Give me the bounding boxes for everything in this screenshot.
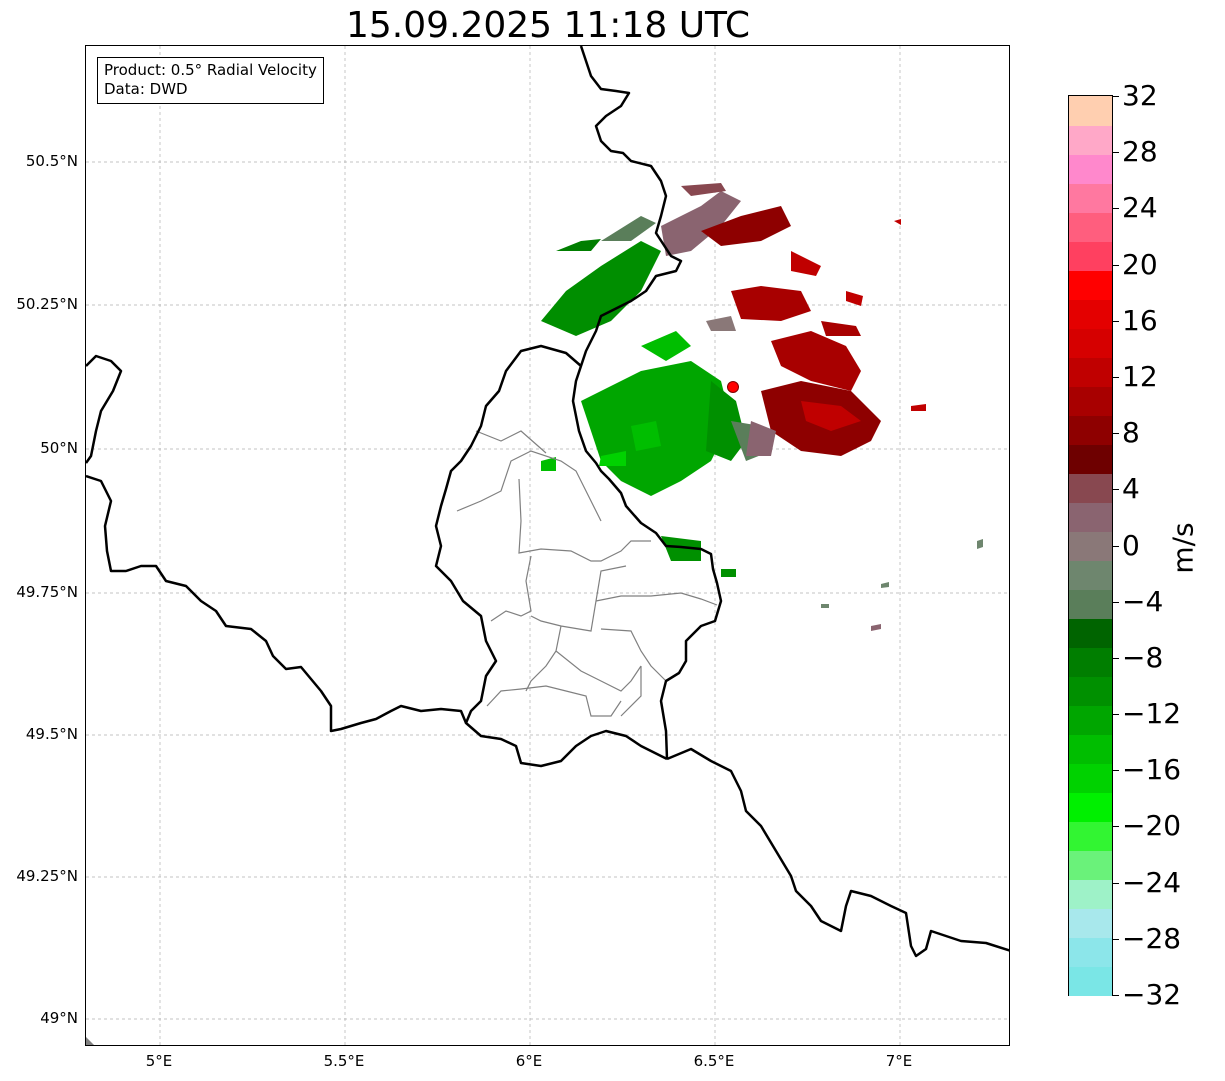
colorbar-tick-label: −8 [1122,640,1164,674]
x-tick-label: 6.5°E [693,1052,735,1070]
colorbar-segment [1069,676,1112,706]
colorbar-tick-label: 16 [1122,303,1158,337]
colorbar-segment [1069,589,1112,619]
colorbar-tick-label: 32 [1122,79,1158,112]
colorbar-tick-mark [1112,882,1119,884]
y-tick-label: 49.75°N [16,583,78,601]
colorbar-segment [1069,241,1112,271]
outbound-velocity-echoes [661,183,983,631]
colorbar-tick-label: 0 [1122,528,1140,562]
colorbar-segment [1069,386,1112,416]
colorbar-segment [1069,647,1112,677]
colorbar-segment [1069,357,1112,387]
colorbar-segment [1069,212,1112,242]
colorbar-segment [1069,125,1112,155]
colorbar-tick-mark [1112,376,1119,378]
colorbar-segment [1069,705,1112,735]
colorbar-tick-label: 24 [1122,191,1158,225]
colorbar-segment [1069,444,1112,474]
data-source-label: Data: DWD [104,80,188,98]
colorbar-tick-mark [1112,152,1119,154]
colorbar-segment [1069,560,1112,590]
colorbar-segment [1069,618,1112,648]
colorbar-tick-mark [1112,545,1119,547]
colorbar-segment [1069,531,1112,561]
colorbar-tick-mark [1112,714,1119,716]
y-tick-label: 50.5°N [25,152,78,170]
colorbar-segment [1069,96,1112,126]
colorbar-tick-label: −32 [1122,978,1182,1011]
colorbar-tick-mark [1112,995,1119,996]
colorbar-segment [1069,850,1112,880]
colorbar-tick-mark [1112,433,1119,435]
y-tick-label: 49.5°N [25,725,78,743]
colorbar-segment [1069,763,1112,793]
colorbar-segment [1069,792,1112,822]
colorbar-segment [1069,154,1112,184]
colorbar-tick-mark [1112,657,1119,659]
colorbar-tick-mark [1112,320,1119,322]
colorbar-tick-mark [1112,264,1119,266]
product-info-box: Product: 0.5° Radial Velocity Data: DWD [97,57,324,104]
colorbar-tick-label: 20 [1122,247,1158,281]
colorbar-segment [1069,473,1112,503]
x-tick-label: 7°E [885,1052,913,1070]
colorbar-tick-mark [1112,208,1119,210]
colorbar-segment [1069,183,1112,213]
gridlines [86,46,1009,1045]
colorbar-segment [1069,502,1112,532]
colorbar-tick-mark [1112,826,1119,828]
colorbar-segment [1069,270,1112,300]
velocity-colorbar [1068,95,1113,996]
radar-map[interactable] [85,45,1010,1046]
colorbar-segment [1069,734,1112,764]
radar-site-marker [727,381,739,393]
colorbar-segment [1069,821,1112,851]
colorbar-segment [1069,966,1112,996]
x-tick-label: 6°E [515,1052,543,1070]
radar-echoes [541,183,983,631]
colorbar-tick-label: −24 [1122,865,1182,899]
product-label: Product: 0.5° Radial Velocity [104,61,317,79]
colorbar-tick-label: −20 [1122,809,1182,843]
y-tick-label: 49°N [40,1009,78,1027]
map-title: 15.09.2025 11:18 UTC [345,5,751,46]
colorbar-unit-label: m/s [1166,522,1200,574]
colorbar-tick-mark [1112,770,1119,772]
district-boundaries [456,430,718,717]
inbound-velocity-echoes [541,216,771,577]
colorbar-tick-mark [1112,601,1119,603]
colorbar-segment [1069,879,1112,909]
y-tick-label: 50.25°N [16,295,78,313]
y-tick-label: 50°N [40,439,78,457]
colorbar-segment [1069,937,1112,967]
colorbar-tick-label: 28 [1122,135,1158,169]
country-borders [86,46,1009,958]
colorbar-segment [1069,908,1112,938]
y-tick-label: 49.25°N [16,867,78,885]
colorbar-tick-label: −4 [1122,584,1164,618]
colorbar-tick-label: 4 [1122,472,1140,506]
x-tick-label: 5.5°E [323,1052,365,1070]
colorbar-tick-mark [1112,938,1119,940]
colorbar-tick-mark [1112,489,1119,491]
colorbar-tick-mark [1112,96,1119,97]
map-canvas [86,46,1009,1045]
colorbar-tick-label: 12 [1122,359,1158,393]
colorbar-tick-label: −16 [1122,753,1182,787]
colorbar-tick-label: −12 [1122,697,1182,731]
colorbar-tick-label: 8 [1122,416,1140,450]
x-tick-label: 5°E [145,1052,173,1070]
colorbar-segment [1069,328,1112,358]
colorbar-segment [1069,415,1112,445]
colorbar-tick-label: −28 [1122,921,1182,955]
colorbar-segment [1069,299,1112,329]
